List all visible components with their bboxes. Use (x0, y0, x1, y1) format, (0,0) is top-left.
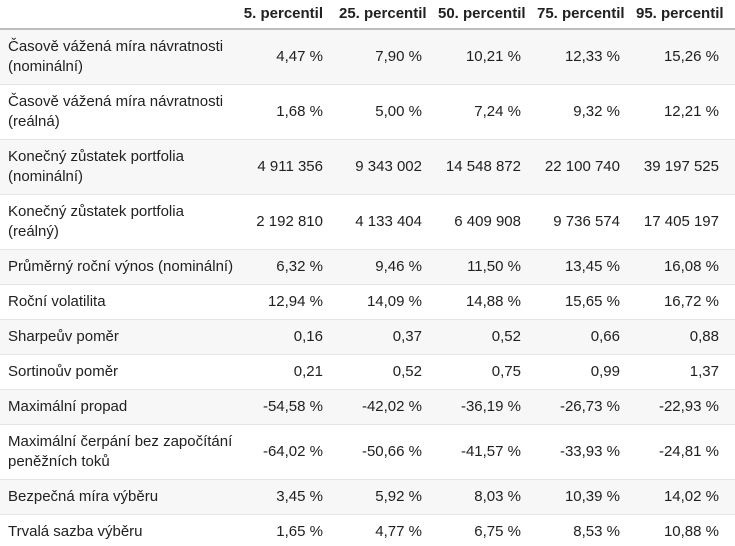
cell-value: -36,19 % (438, 389, 537, 425)
cell-value: 5,92 % (339, 479, 438, 515)
table-row: Bezpečná míra výběru 3,45 % 5,92 % 8,03 … (0, 479, 735, 515)
header-row: 5. percentil 25. percentil 50. percentil… (0, 0, 735, 30)
column-header-50th: 50. percentil (438, 0, 537, 30)
cell-value: 39 197 525 (636, 139, 735, 195)
cell-value: 6,75 % (438, 514, 537, 546)
cell-value: 14,88 % (438, 284, 537, 320)
cell-value: 14,09 % (339, 284, 438, 320)
cell-value: 17 405 197 (636, 194, 735, 250)
cell-value: 4 133 404 (339, 194, 438, 250)
table-row: Sharpeův poměr 0,16 0,37 0,52 0,66 0,88 (0, 319, 735, 355)
row-label: Časově vážená míra návratnosti (reálná) (0, 84, 240, 140)
cell-value: -41,57 % (438, 424, 537, 480)
column-header-75th: 75. percentil (537, 0, 636, 30)
table-row: Trvalá sazba výběru 1,65 % 4,77 % 6,75 %… (0, 514, 735, 546)
table-row: Maximální čerpání bez započítání peněžní… (0, 424, 735, 480)
cell-value: 15,65 % (537, 284, 636, 320)
cell-value: 13,45 % (537, 249, 636, 285)
cell-value: -50,66 % (339, 424, 438, 480)
table-body: Časově vážená míra návratnosti (nomináln… (0, 29, 735, 546)
cell-value: 7,90 % (375, 48, 422, 65)
row-label: Sharpeův poměr (0, 319, 240, 355)
cell-value: 10,21 % (465, 48, 521, 65)
cell-value: 6 409 908 (438, 194, 537, 250)
cell-value: 8,53 % (537, 514, 636, 546)
column-header-25th: 25. percentil (339, 0, 438, 30)
cell-value: 0,66 (537, 319, 636, 355)
cell-value: 0,75 (438, 354, 537, 390)
cell-value: 8,03 % (438, 479, 537, 515)
cell-value: 10,39 % (537, 479, 636, 515)
cell-value: 1,37 (636, 354, 735, 390)
cell-value: 5,00 % (339, 84, 438, 140)
column-header-95th: 95. percentil (636, 0, 735, 30)
cell-value: 4 911 356 (240, 139, 339, 195)
cell-value: 14 548 872 (438, 139, 537, 195)
column-header-5th: 5. percentil (240, 0, 339, 30)
table-row: Sortinoův poměr 0,21 0,52 0,75 0,99 1,37 (0, 354, 735, 390)
cell-value: 2 192 810 (240, 194, 339, 250)
cell-value: 12,21 % (636, 84, 735, 140)
row-label: Konečný zůstatek portfolia (reálný) (0, 194, 240, 250)
table-header: 5. percentil 25. percentil 50. percentil… (0, 0, 735, 30)
row-label: Sortinoův poměr (0, 354, 240, 390)
cell-value: 7,24 % (438, 84, 537, 140)
table-row: Konečný zůstatek portfolia (reálný) 2 19… (0, 194, 735, 250)
cell-value: 0,16 (240, 319, 339, 355)
cell-value: 3,45 % (240, 479, 339, 515)
cell-value: -33,93 % (537, 424, 636, 480)
cell-value: 12,33 % (564, 48, 620, 65)
cell-value: -54,58 % (240, 389, 339, 425)
cell-value: 14,02 % (636, 479, 735, 515)
cell-value: -26,73 % (537, 389, 636, 425)
cell-value: 11,50 % (438, 249, 537, 285)
cell-value: 0,52 (438, 319, 537, 355)
cell-value: 4,47 % (276, 48, 323, 65)
row-label: Časově vážená míra návratnosti (nomináln… (8, 38, 224, 75)
cell-value: 16,08 % (636, 249, 735, 285)
cell-value: 0,88 (636, 319, 735, 355)
cell-value: 9,32 % (537, 84, 636, 140)
cell-value: 9 343 002 (339, 139, 438, 195)
row-label: Průměrný roční výnos (nominální) (0, 249, 240, 285)
cell-value: 10,88 % (636, 514, 735, 546)
table-row: Konečný zůstatek portfolia (nominální) 4… (0, 139, 735, 195)
cell-value: 0,99 (537, 354, 636, 390)
cell-value: -42,02 % (339, 389, 438, 425)
cell-value: 1,68 % (240, 84, 339, 140)
cell-value: 0,37 (339, 319, 438, 355)
cell-value: -24,81 % (636, 424, 735, 480)
row-label: Maximální propad (0, 389, 240, 425)
cell-value: -22,93 % (636, 389, 735, 425)
cell-value: 6,32 % (240, 249, 339, 285)
cell-value: 0,21 (240, 354, 339, 390)
cell-value: 22 100 740 (537, 139, 636, 195)
table-row: Roční volatilita 12,94 % 14,09 % 14,88 %… (0, 284, 735, 320)
table-row: Maximální propad -54,58 % -42,02 % -36,1… (0, 389, 735, 425)
row-label: Bezpečná míra výběru (0, 479, 240, 515)
cell-value: 9 736 574 (537, 194, 636, 250)
row-label: Konečný zůstatek portfolia (nominální) (0, 139, 240, 195)
cell-value: 12,94 % (240, 284, 339, 320)
corner-cell (0, 0, 240, 30)
row-label: Maximální čerpání bez započítání peněžní… (0, 424, 240, 480)
table-row: Časově vážená míra návratnosti (reálná) … (0, 84, 735, 140)
row-label: Trvalá sazba výběru (0, 514, 240, 546)
cell-value: 1,65 % (240, 514, 339, 546)
row-label: Roční volatilita (0, 284, 240, 320)
cell-value: 15,26 % (663, 48, 719, 65)
table-row: Časově vážená míra návratnosti (nomináln… (0, 29, 735, 85)
cell-value: 9,46 % (339, 249, 438, 285)
cell-value: 0,52 (339, 354, 438, 390)
table-row: Průměrný roční výnos (nominální) 6,32 % … (0, 249, 735, 285)
cell-value: 4,77 % (339, 514, 438, 546)
cell-value: 16,72 % (636, 284, 735, 320)
cell-value: -64,02 % (240, 424, 339, 480)
